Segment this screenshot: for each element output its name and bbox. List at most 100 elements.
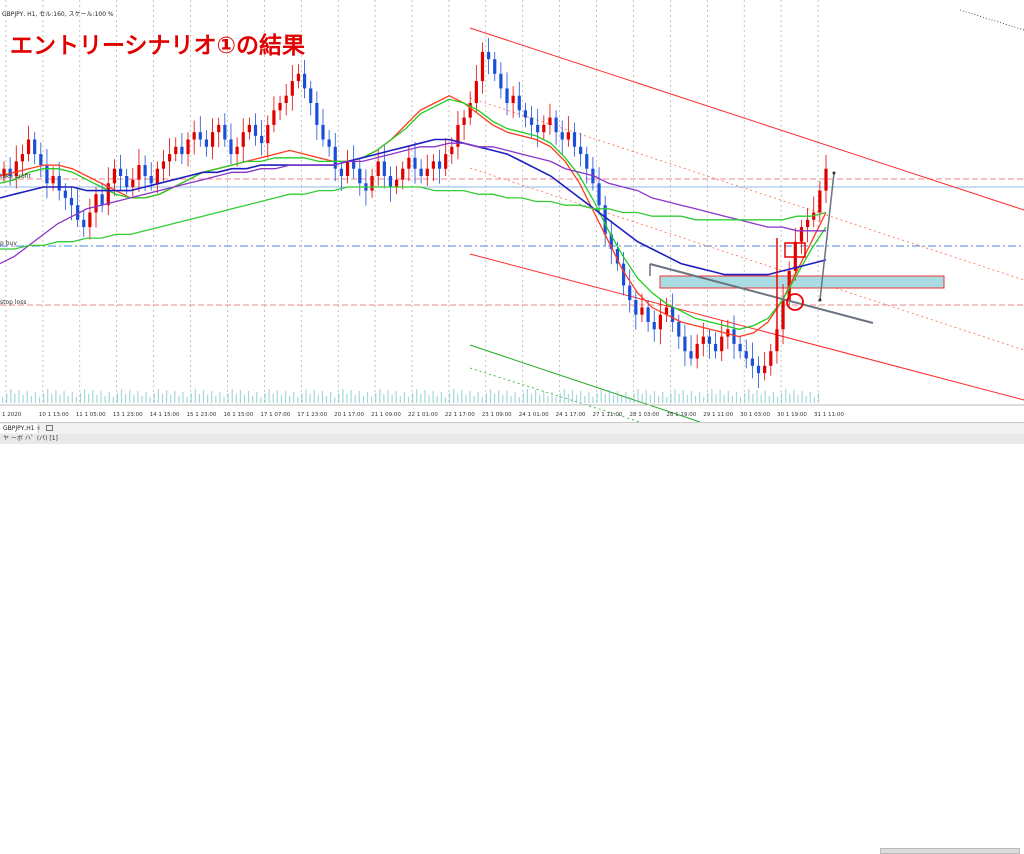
candle-body: [671, 307, 675, 322]
channel-mid-upper: [469, 97, 1024, 281]
volume-bar: [789, 394, 791, 403]
candle-body: [664, 307, 669, 315]
x-tick-label: 13 1 23:00: [113, 412, 143, 418]
volume-bar: [100, 391, 102, 403]
candle-body: [266, 124, 270, 144]
volume-bar: [592, 397, 594, 403]
chart-tab[interactable]: GBPJPY,H1: [0, 424, 39, 433]
candle-body: [621, 263, 626, 286]
price-chart[interactable]: 1 2020 10 1 13:00 11 1 05:00 13 1 23:00 14 1…: [0, 0, 1024, 422]
volume-bar: [104, 396, 106, 403]
candle-body: [799, 227, 804, 242]
candle-body: [376, 161, 380, 176]
candle-body: [775, 329, 779, 352]
volume-bar: [526, 389, 528, 403]
horizontal-scrollbar[interactable]: [880, 848, 1020, 854]
candle-body: [640, 307, 644, 315]
volume-bar: [448, 393, 451, 403]
candle-body: [529, 117, 534, 125]
candle-body: [769, 351, 773, 366]
volume-bar: [96, 395, 98, 403]
volume-bar: [489, 389, 492, 403]
volume-bar: [735, 392, 738, 403]
volume-bar: [637, 389, 639, 403]
volume-bar: [502, 395, 504, 403]
volume-bar: [334, 397, 336, 403]
volume-bar: [629, 397, 631, 403]
moving-average-ma_slow: [0, 138, 827, 276]
volume-bar: [477, 392, 479, 403]
volume-bar: [272, 394, 274, 403]
volume-bar: [260, 397, 262, 403]
tab-label: GBPJPY,H1: [3, 425, 35, 432]
volume-bar: [30, 396, 32, 403]
candle-body: [57, 176, 61, 191]
volume-bar: [760, 395, 762, 403]
candle-body: [302, 73, 307, 89]
moving-averages: [0, 94, 827, 338]
candle-body: [456, 124, 460, 147]
volume-bar: [84, 389, 86, 403]
volume-bar: [719, 390, 721, 403]
candle-body: [161, 161, 166, 169]
volume-bar: [51, 394, 53, 403]
channel-mid: [469, 167, 1024, 351]
candle-body: [707, 336, 712, 344]
candle-body: [149, 176, 153, 184]
volume-strip: [2, 389, 820, 403]
volume-bar: [137, 391, 139, 403]
x-tick-label: 30 1 19:00: [777, 412, 807, 418]
volume-bar: [412, 393, 414, 403]
volume-bar: [112, 397, 114, 403]
volume-bar: [506, 391, 508, 403]
volume-bar: [514, 392, 516, 403]
volume-bar: [674, 389, 676, 403]
volume-bar: [776, 397, 779, 403]
candle-body: [112, 168, 117, 184]
volume-bar: [772, 392, 774, 403]
candle-body: [536, 124, 540, 133]
candle-body: [45, 165, 49, 184]
volume-bar: [727, 391, 729, 403]
volume-bar: [768, 396, 770, 403]
candle-body: [223, 124, 227, 140]
candle-body: [14, 161, 18, 176]
volume-bar: [198, 394, 200, 403]
volume-bar: [817, 393, 820, 403]
candle-body: [39, 154, 43, 166]
volume-bar: [547, 396, 549, 403]
volume-bar: [809, 392, 811, 403]
volume-bar: [522, 393, 524, 403]
volume-bar: [92, 390, 94, 403]
green-channel-1: [469, 344, 701, 422]
volume-bar: [703, 397, 705, 403]
candle-body: [609, 234, 613, 249]
volume-bar: [399, 396, 401, 403]
volume-bar: [510, 396, 512, 403]
window-icon[interactable]: [46, 425, 53, 431]
volume-bar: [186, 397, 188, 403]
volume-bar: [293, 392, 295, 403]
x-tick-label: 17 1 23:00: [297, 412, 327, 418]
volume-bar: [752, 394, 754, 403]
close-icon[interactable]: ×: [36, 425, 42, 432]
volume-bar: [555, 397, 557, 403]
volume-bar: [653, 391, 656, 403]
volume-bar: [453, 389, 455, 403]
volume-bar: [645, 390, 647, 403]
volume-bar: [149, 397, 151, 403]
candles: [2, 38, 828, 389]
volume-bar: [539, 395, 541, 403]
volume-bar: [108, 392, 110, 403]
volume-bar: [391, 395, 393, 403]
volume-bar: [190, 393, 192, 403]
volume-bar: [59, 395, 61, 403]
volume-bar: [239, 390, 241, 403]
candle-body: [720, 336, 724, 352]
candle-body: [260, 135, 264, 144]
chart-header: GBPJPY, H1, セル:160, スケール:100 %: [2, 11, 114, 18]
candle-body: [327, 139, 331, 147]
candle-body: [309, 88, 313, 103]
candle-body: [321, 124, 325, 140]
volume-bar: [621, 396, 623, 403]
